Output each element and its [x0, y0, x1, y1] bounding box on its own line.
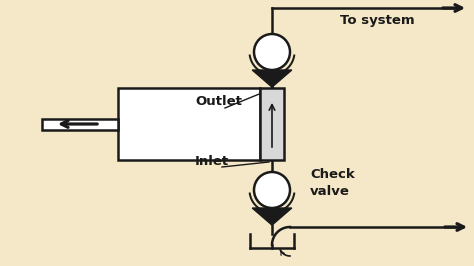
Circle shape [254, 172, 290, 208]
Bar [42, 118, 118, 130]
Polygon shape [252, 70, 292, 87]
Bar [260, 88, 284, 160]
Text: valve: valve [310, 185, 350, 198]
Circle shape [254, 34, 290, 70]
Text: Inlet: Inlet [195, 155, 229, 168]
Text: Check: Check [310, 168, 355, 181]
Text: To system: To system [340, 14, 415, 27]
Text: Outlet: Outlet [195, 95, 242, 108]
Bar [118, 88, 260, 160]
Polygon shape [252, 208, 292, 225]
